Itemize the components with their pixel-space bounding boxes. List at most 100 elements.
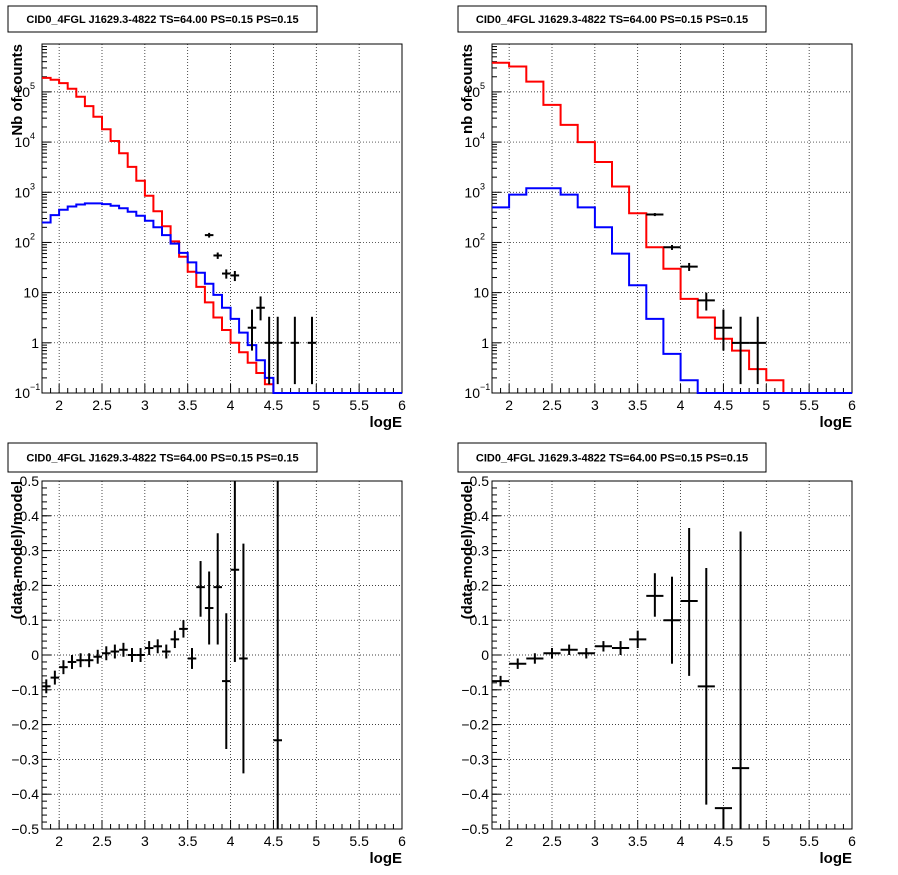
x-tick-label: 3 bbox=[141, 397, 149, 413]
y-tick-label: 10 bbox=[464, 385, 480, 401]
y-tick-label: 10 bbox=[14, 385, 30, 401]
x-tick-label: 6 bbox=[398, 397, 406, 413]
y-tick-label: 0.3 bbox=[20, 543, 40, 559]
x-tick-label: 5 bbox=[312, 833, 320, 849]
data-point bbox=[153, 639, 162, 654]
x-tick-label: 5.5 bbox=[349, 397, 369, 413]
chart-panel-3: 2 2.5 3 3.5 4 4.5 5 5.5 6 −0.5 −0.4 −0.3 −0.2 −0.1 0 0.… bbox=[11, 473, 406, 849]
data-point bbox=[50, 670, 60, 685]
y-tick-label: 0.1 bbox=[20, 612, 40, 628]
data-point bbox=[144, 641, 154, 655]
y-tick-exponent: 2 bbox=[480, 231, 485, 241]
y-tick-label: 0.2 bbox=[470, 577, 490, 593]
grid bbox=[42, 481, 402, 829]
data-point bbox=[127, 648, 137, 662]
data-point bbox=[714, 309, 732, 351]
data-point bbox=[264, 316, 274, 385]
data-point bbox=[560, 644, 578, 655]
data-point bbox=[680, 527, 698, 676]
x-tick-label: 5.5 bbox=[349, 833, 369, 849]
x-tick-label: 3.5 bbox=[628, 397, 648, 413]
chart-title: CID0_4FGL J1629.3-4822 TS=64.00 PS=0.15 … bbox=[26, 453, 298, 465]
chart-title: CID0_4FGL J1629.3-4822 TS=64.00 PS=0.15 … bbox=[26, 14, 298, 26]
data-point bbox=[526, 653, 544, 664]
y-tick-label: 1 bbox=[481, 335, 489, 351]
x-tick-label: 4.5 bbox=[264, 397, 284, 413]
y-tick-exponent: 3 bbox=[480, 181, 485, 191]
data-point bbox=[290, 316, 300, 385]
grid bbox=[492, 44, 852, 393]
data-point bbox=[93, 649, 102, 664]
y-tick-label: 10 bbox=[464, 134, 480, 150]
title-box bbox=[457, 5, 767, 33]
y-axis-label: nb of counts bbox=[459, 44, 476, 134]
y-tick-label: −0.3 bbox=[461, 751, 489, 767]
y-tick-exponent: 4 bbox=[30, 131, 35, 141]
x-tick-label: 2 bbox=[505, 833, 513, 849]
y-tick-label: 10 bbox=[23, 285, 39, 301]
data-point bbox=[663, 244, 681, 250]
y-tick-label: 0.4 bbox=[20, 508, 40, 524]
x-tick-label: 5 bbox=[312, 397, 320, 413]
x-tick-label: 5 bbox=[762, 833, 770, 849]
data-point bbox=[162, 644, 171, 659]
y-tick-label: 0.5 bbox=[470, 473, 490, 489]
chart-title: CID0_4FGL J1629.3-4822 TS=64.00 PS=0.15 … bbox=[476, 453, 748, 465]
title-box bbox=[457, 442, 767, 473]
y-tick-label: 0.2 bbox=[20, 577, 40, 593]
plot-frame bbox=[491, 43, 853, 394]
data-point bbox=[84, 653, 94, 668]
x-tick-label: 2.5 bbox=[92, 833, 112, 849]
y-tick-label: 0.3 bbox=[470, 543, 490, 559]
data-point bbox=[230, 270, 240, 282]
series-line-2 bbox=[42, 202, 402, 394]
x-tick-label: 6 bbox=[848, 397, 856, 413]
data-point bbox=[187, 648, 197, 669]
data-point bbox=[230, 481, 240, 662]
data-point bbox=[307, 316, 317, 385]
x-tick-label: 3.5 bbox=[628, 833, 648, 849]
x-tick-label: 3.5 bbox=[178, 833, 198, 849]
x-axis-label: logE bbox=[370, 414, 403, 431]
x-tick-label: 5.5 bbox=[799, 397, 819, 413]
data-point bbox=[136, 648, 145, 662]
data-point bbox=[646, 213, 664, 217]
data-point bbox=[492, 675, 510, 687]
series-line-1 bbox=[492, 61, 852, 394]
y-tick-exponent: −1 bbox=[30, 382, 40, 392]
x-tick-label: 3 bbox=[591, 833, 599, 849]
y-tick-label: 10 bbox=[14, 234, 30, 250]
y-tick-label: −0.4 bbox=[461, 786, 489, 802]
chart-panel-4: 2 2.5 3 3.5 4 4.5 5 5.5 6 −0.5 −0.4 −0.3 −0.2 −0.1 0 0.… bbox=[461, 473, 856, 849]
y-tick-label: 10 bbox=[14, 84, 30, 100]
chart-title: CID0_4FGL J1629.3-4822 TS=64.00 PS=0.15 … bbox=[476, 14, 748, 26]
data-point bbox=[76, 653, 85, 668]
data-point bbox=[594, 641, 612, 652]
y-tick-label: −0.1 bbox=[461, 682, 489, 698]
x-tick-label: 4 bbox=[677, 397, 685, 413]
data-point bbox=[204, 571, 214, 645]
x-tick-label: 3.5 bbox=[178, 397, 198, 413]
data-point bbox=[119, 642, 128, 657]
data-point bbox=[732, 316, 750, 385]
x-tick-label: 4 bbox=[227, 833, 235, 849]
data-point bbox=[273, 316, 282, 385]
y-tick-label: 0.1 bbox=[470, 612, 490, 628]
y-tick-label: −0.5 bbox=[11, 821, 39, 837]
data-point bbox=[543, 648, 561, 659]
data-point bbox=[59, 660, 68, 675]
title-box bbox=[7, 442, 318, 473]
x-tick-label: 3 bbox=[141, 833, 149, 849]
x-tick-label: 4 bbox=[227, 397, 235, 413]
data-point bbox=[680, 262, 698, 271]
data-point bbox=[196, 561, 205, 617]
y-tick-label: −0.3 bbox=[11, 751, 39, 767]
data-point bbox=[612, 641, 630, 655]
x-tick-label: 5 bbox=[762, 397, 770, 413]
data-point bbox=[256, 296, 265, 321]
data-point bbox=[204, 232, 214, 238]
data-point bbox=[749, 316, 767, 385]
plot-frame bbox=[41, 43, 403, 394]
